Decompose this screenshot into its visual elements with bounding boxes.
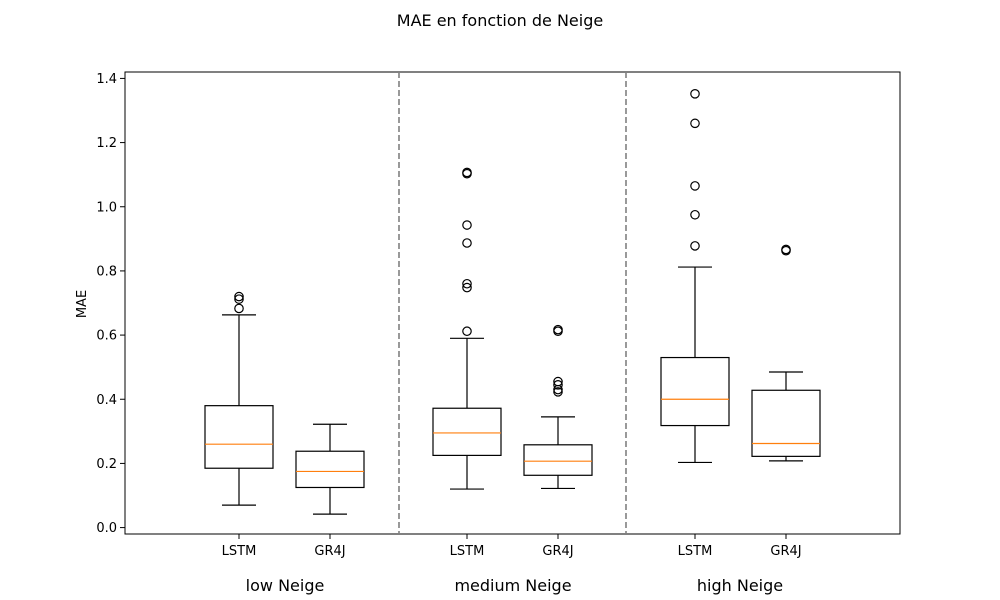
- axes-frame: [124, 71, 901, 535]
- outlier-point: [553, 380, 563, 390]
- outlier-point: [553, 376, 563, 387]
- y-tick-label: 0.2: [96, 457, 117, 472]
- box-iqr: [751, 389, 821, 457]
- chart-title: MAE en fonction de Neige: [397, 11, 603, 30]
- box-iqr: [523, 444, 593, 476]
- outlier-point: [462, 326, 472, 337]
- box-iqr: [660, 356, 730, 427]
- x-tick-label: LSTM: [450, 544, 485, 559]
- x-tick-label: LSTM: [222, 544, 257, 559]
- group-label: high Neige: [697, 576, 783, 595]
- y-tick-label: 1.2: [96, 136, 117, 151]
- outlier-point: [462, 278, 472, 289]
- outlier-point: [462, 282, 472, 293]
- x-tick-label: GR4J: [770, 544, 801, 559]
- y-tick-label: 0.0: [96, 521, 117, 536]
- outlier-point: [690, 89, 700, 99]
- outlier-point: [781, 244, 791, 255]
- y-axis-label: MAE: [75, 290, 90, 318]
- x-tick-label: LSTM: [678, 544, 713, 559]
- outlier-point: [690, 241, 700, 251]
- y-tick-label: 0.8: [96, 264, 117, 279]
- box-iqr: [295, 450, 365, 489]
- x-tick-label: GR4J: [314, 544, 345, 559]
- box-iqr: [204, 405, 274, 469]
- outlier-point: [234, 294, 244, 304]
- outlier-point: [690, 118, 700, 129]
- outlier-point: [462, 167, 472, 178]
- outlier-point: [234, 303, 244, 314]
- group-label: low Neige: [246, 576, 325, 595]
- y-tick-label: 0.6: [96, 329, 117, 344]
- group-label: medium Neige: [454, 576, 571, 595]
- x-tick-label: GR4J: [542, 544, 573, 559]
- box-iqr: [432, 407, 502, 456]
- plot-area: 0.0 0.2 0.4 0.6 0.8 1.0 1.2 1.4 LSTM GR4J low Neig…: [96, 71, 901, 595]
- outlier-point: [462, 220, 472, 230]
- y-tick-label: 1.0: [96, 200, 117, 215]
- y-tick-label: 1.4: [96, 72, 117, 87]
- outlier-point: [234, 291, 244, 302]
- outlier-point: [462, 238, 472, 248]
- outlier-point: [690, 181, 700, 191]
- outlier-point: [553, 324, 563, 335]
- y-tick-label: 0.4: [96, 393, 117, 408]
- outlier-point: [690, 209, 700, 220]
